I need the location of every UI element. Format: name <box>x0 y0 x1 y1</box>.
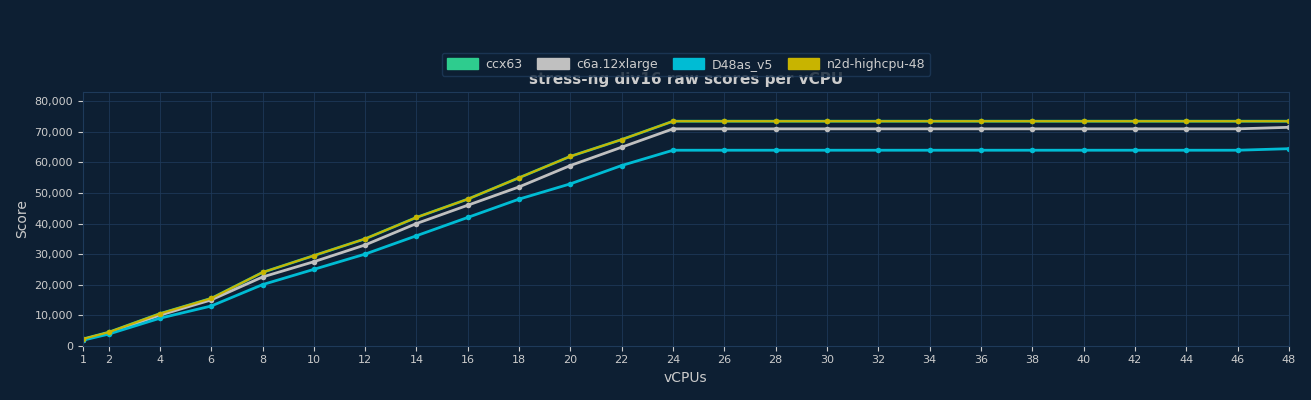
Y-axis label: Score: Score <box>14 200 29 238</box>
Title: stress-ng div16 raw scores per vCPU: stress-ng div16 raw scores per vCPU <box>528 72 843 87</box>
Legend: ccx63, c6a.12xlarge, D48as_v5, n2d-highcpu-48: ccx63, c6a.12xlarge, D48as_v5, n2d-highc… <box>442 53 931 76</box>
X-axis label: vCPUs: vCPUs <box>665 371 708 385</box>
